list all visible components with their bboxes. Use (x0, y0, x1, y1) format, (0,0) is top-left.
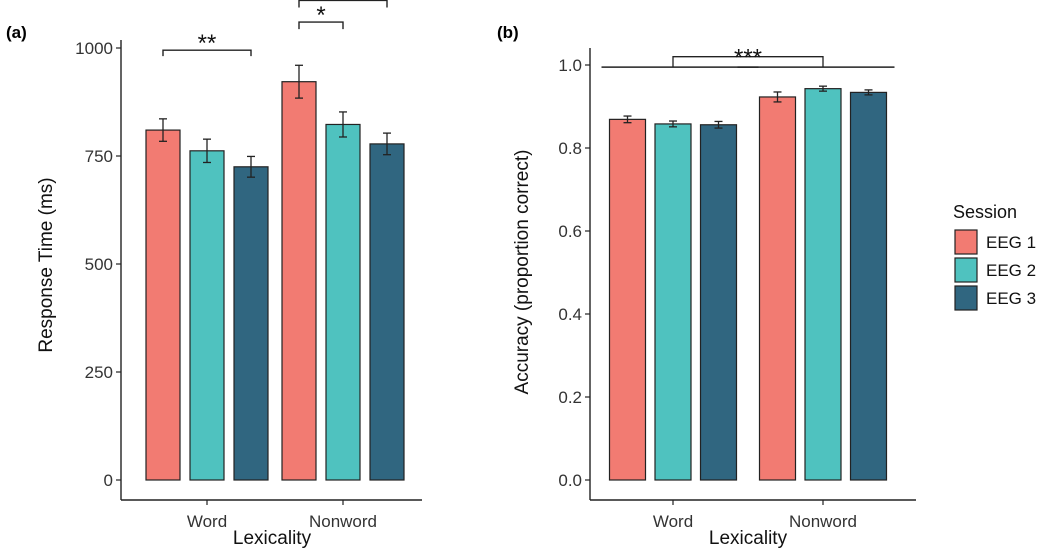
x-tick-label: Word (187, 512, 227, 531)
bar (369, 143, 405, 481)
y-tick-label: 0 (104, 471, 113, 490)
y-tick-label: 750 (85, 147, 113, 166)
y-tick-label: 0.2 (558, 388, 582, 407)
significance-label: *** (329, 0, 357, 7)
significance-bracket (672, 56, 824, 68)
panel-b-x-axis-title: Lexicality (709, 528, 788, 549)
bar (608, 118, 647, 481)
y-tick-label: 250 (85, 363, 113, 382)
bar (281, 81, 317, 481)
significance-bracket (162, 49, 252, 57)
legend-item-label: EEG 1 (986, 233, 1036, 252)
bar (849, 91, 888, 481)
significance-bracket (298, 0, 388, 8)
panel-b-label: (b) (497, 23, 519, 42)
y-tick-label: 0.0 (558, 471, 582, 490)
y-tick-label: 500 (85, 255, 113, 274)
panel-a-label: (a) (6, 23, 27, 42)
legend-item-label: EEG 2 (986, 261, 1036, 280)
y-tick-label: 1000 (75, 39, 113, 58)
bar (233, 166, 269, 481)
significance-bracket (298, 21, 344, 30)
x-tick-label: Nonword (309, 512, 377, 531)
panel-b-y-axis-title: Accuracy (proportion correct) (512, 150, 533, 395)
panel-b: (b) Accuracy (proportion correct) Lexica… (497, 23, 916, 549)
significance-label: * (316, 2, 325, 29)
panel-a-x-axis-title: Lexicality (233, 528, 312, 549)
bar (758, 96, 797, 481)
bar (189, 150, 225, 481)
legend-items: EEG 1 EEG 2 EEG 3 (954, 229, 1036, 311)
legend-swatch (954, 285, 978, 311)
legend-title: Session (953, 202, 1017, 222)
significance-label: ** (198, 30, 217, 57)
bar (699, 124, 738, 481)
bar (145, 129, 181, 481)
legend: Session EEG 1 EEG 2 EEG 3 (953, 202, 1036, 311)
y-tick-label: 1.0 (558, 56, 582, 75)
x-tick-label: Word (653, 512, 693, 531)
legend-item-label: EEG 3 (986, 289, 1036, 308)
bar (325, 123, 361, 481)
y-tick-label: 0.6 (558, 222, 582, 241)
panel-a-y-axis-title: Response Time (ms) (36, 177, 57, 352)
y-tick-label: 0.4 (558, 305, 582, 324)
bar (804, 88, 842, 481)
significance-label: *** (734, 45, 762, 72)
legend-swatch (954, 257, 978, 283)
bar (654, 123, 692, 481)
y-tick-label: 0.8 (558, 139, 582, 158)
legend-swatch (954, 229, 978, 255)
x-tick-label: Nonword (789, 512, 857, 531)
panel-b-plot: 0.0 0.2 0.4 0.6 0.8 1.0 Word Nonword *** (558, 45, 916, 531)
panel-a: (a) Response Time (ms) Lexicality 0 250 50… (6, 0, 422, 549)
